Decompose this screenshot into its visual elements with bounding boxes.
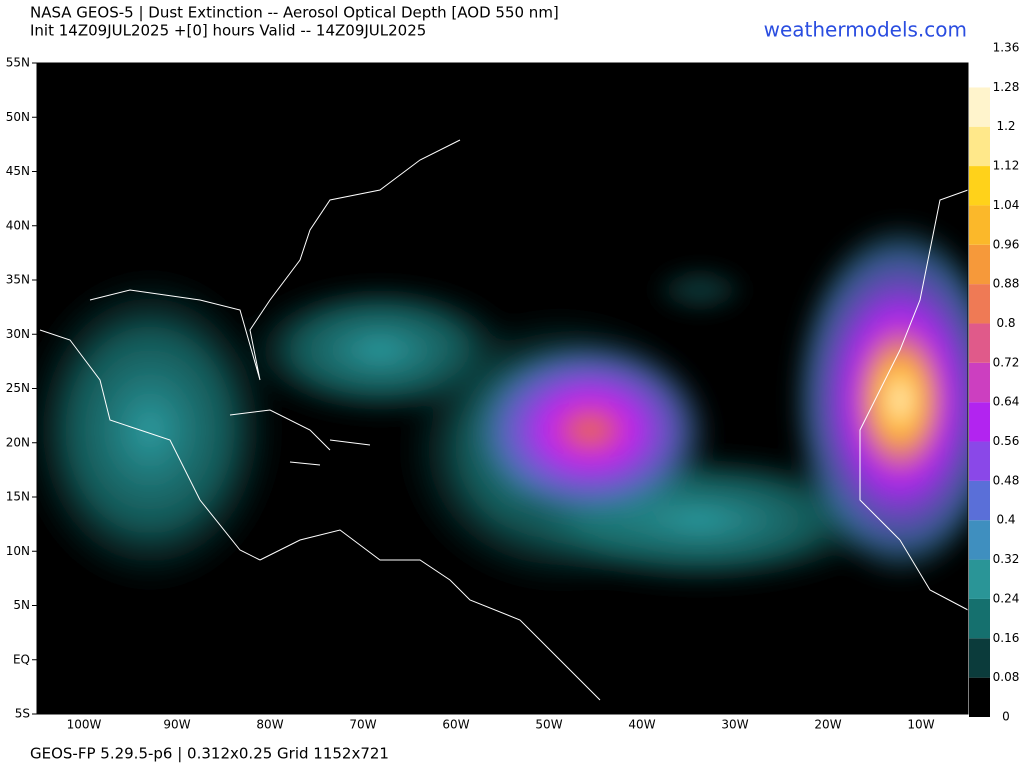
- lat-label: 5S: [15, 707, 30, 721]
- colorbar-segment: [969, 126, 990, 167]
- brand: weathermodels.com: [764, 18, 967, 42]
- coastline: [39, 329, 261, 561]
- lon-label: 20W: [814, 718, 841, 732]
- coastline: [229, 409, 371, 466]
- colorbar-segment: [969, 402, 990, 442]
- lon-label: 40W: [628, 718, 655, 732]
- dust-field: [37, 220, 968, 590]
- lat-label: 30N: [6, 327, 30, 341]
- colorbar-tick-label: 0.8: [996, 316, 1015, 330]
- colorbar-tick-label: 0: [1002, 710, 1010, 724]
- lon-label: 80W: [256, 718, 283, 732]
- subtitle: Init 14Z09JUL2025 +[0] hours Valid -- 14…: [30, 22, 426, 40]
- footer: GEOS-FP 5.29.5-p6 | 0.312x0.25 Grid 1152…: [30, 745, 389, 763]
- colorbar-tick-label: 1.28: [993, 80, 1020, 94]
- coastlines: [39, 139, 969, 701]
- colorbar-tick-label: 0.96: [993, 237, 1020, 251]
- title: NASA GEOS-5 | Dust Extinction -- Aerosol…: [30, 4, 559, 22]
- colorbar-segment: [969, 284, 990, 324]
- lat-label: 45N: [6, 164, 30, 178]
- coastline: [259, 529, 601, 701]
- coastline: [859, 189, 969, 611]
- lat-label: 50N: [6, 110, 30, 124]
- colorbar-tick-label: 0.4: [996, 513, 1015, 527]
- colorbar-tick-label: 1.12: [993, 159, 1020, 173]
- lon-label: 100W: [67, 718, 102, 732]
- lon-label: 10W: [907, 718, 934, 732]
- lat-label: 20N: [6, 435, 30, 449]
- colorbar-segment: [969, 598, 990, 639]
- lat-label: 35N: [6, 273, 30, 287]
- colorbar-tick-label: 1.04: [993, 198, 1020, 212]
- colorbar-segment: [969, 362, 990, 403]
- colorbar-segment: [969, 677, 990, 717]
- colorbar-tick-label: 0.16: [993, 631, 1020, 645]
- colorbar-tick-label: 0.08: [993, 670, 1020, 684]
- colorbar-segment: [969, 441, 990, 481]
- colorbar-segment: [969, 638, 990, 678]
- coastline: [89, 139, 461, 381]
- colorbar-tick-label: 0.88: [993, 277, 1020, 291]
- colorbar-tick-label: 0.56: [993, 434, 1020, 448]
- colorbar-segment: [969, 48, 990, 88]
- colorbar-tick-label: 1.2: [996, 119, 1015, 133]
- lon-label: 50W: [535, 718, 562, 732]
- colorbar: 0 0.08 0.16 0.24 0.32 0.4 0.48 0.56 0.64 0.72 0.8 0…: [969, 41, 1019, 724]
- colorbar-segment: [969, 520, 990, 560]
- colorbar-tick-label: 0.32: [993, 552, 1020, 566]
- lat-label: EQ: [13, 652, 30, 666]
- lat-label: 25N: [6, 381, 30, 395]
- colorbar-segment: [969, 166, 990, 206]
- colorbar-tick-label: 0.48: [993, 473, 1020, 487]
- colorbar-segment: [969, 244, 990, 285]
- lat-label: 55N: [6, 56, 30, 70]
- lon-label: 30W: [721, 718, 748, 732]
- lat-label: 10N: [6, 544, 30, 558]
- lon-label: 90W: [163, 718, 190, 732]
- lat-label: 5N: [13, 598, 30, 612]
- lon-labels: 100W 90W 80W 70W 60W 50W 40W 30W 20W 10W: [67, 718, 935, 732]
- colorbar-segment: [969, 559, 990, 599]
- colorbar-tick-label: 1.36: [993, 41, 1020, 55]
- lat-labels: 55N 50N 45N 40N 35N 30N 25N 20N 15N 10N 5N EQ 5S: [6, 56, 37, 721]
- colorbar-segment: [969, 323, 990, 363]
- colorbar-tick-label: 0.24: [993, 591, 1020, 605]
- lat-label: 15N: [6, 490, 30, 504]
- colorbar-segment: [969, 205, 990, 245]
- colorbar-tick-label: 0.64: [993, 395, 1020, 409]
- lon-label: 60W: [442, 718, 469, 732]
- colorbar-segment: [969, 480, 990, 521]
- lon-label: 70W: [349, 718, 376, 732]
- colorbar-tick-label: 0.72: [993, 355, 1020, 369]
- lat-label: 40N: [6, 218, 30, 232]
- colorbar-segment: [969, 87, 990, 127]
